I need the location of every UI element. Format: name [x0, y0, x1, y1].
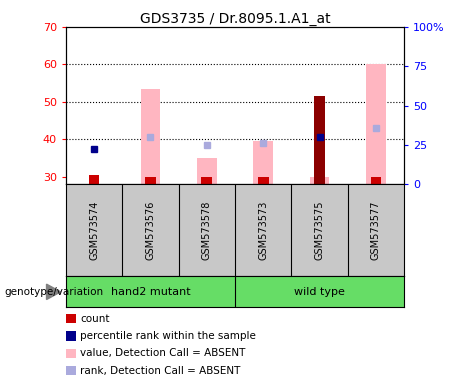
Text: value, Detection Call = ABSENT: value, Detection Call = ABSENT [80, 348, 245, 358]
Text: wild type: wild type [294, 287, 345, 297]
Text: percentile rank within the sample: percentile rank within the sample [80, 331, 256, 341]
Text: rank, Detection Call = ABSENT: rank, Detection Call = ABSENT [80, 366, 240, 376]
Text: GSM573576: GSM573576 [145, 201, 156, 260]
Bar [145, 177, 156, 184]
Bar [197, 158, 217, 184]
Text: GSM573573: GSM573573 [258, 201, 268, 260]
Bar [253, 141, 273, 184]
Text: GSM573578: GSM573578 [202, 201, 212, 260]
Text: hand2 mutant: hand2 mutant [110, 287, 190, 297]
Text: GSM573575: GSM573575 [314, 201, 325, 260]
Bar [235, 276, 404, 307]
Bar [201, 177, 212, 184]
Text: GSM573574: GSM573574 [89, 201, 99, 260]
Bar [141, 89, 160, 184]
Bar [88, 175, 100, 184]
Bar [366, 65, 386, 184]
Bar [66, 276, 235, 307]
Bar [314, 96, 325, 184]
Text: GSM573577: GSM573577 [371, 201, 381, 260]
Bar [258, 177, 269, 184]
Bar [370, 177, 382, 184]
Text: genotype/variation: genotype/variation [5, 287, 104, 297]
Text: GDS3735 / Dr.8095.1.A1_at: GDS3735 / Dr.8095.1.A1_at [140, 12, 330, 25]
Polygon shape [47, 284, 61, 300]
Bar [310, 177, 329, 184]
Text: count: count [80, 314, 110, 324]
